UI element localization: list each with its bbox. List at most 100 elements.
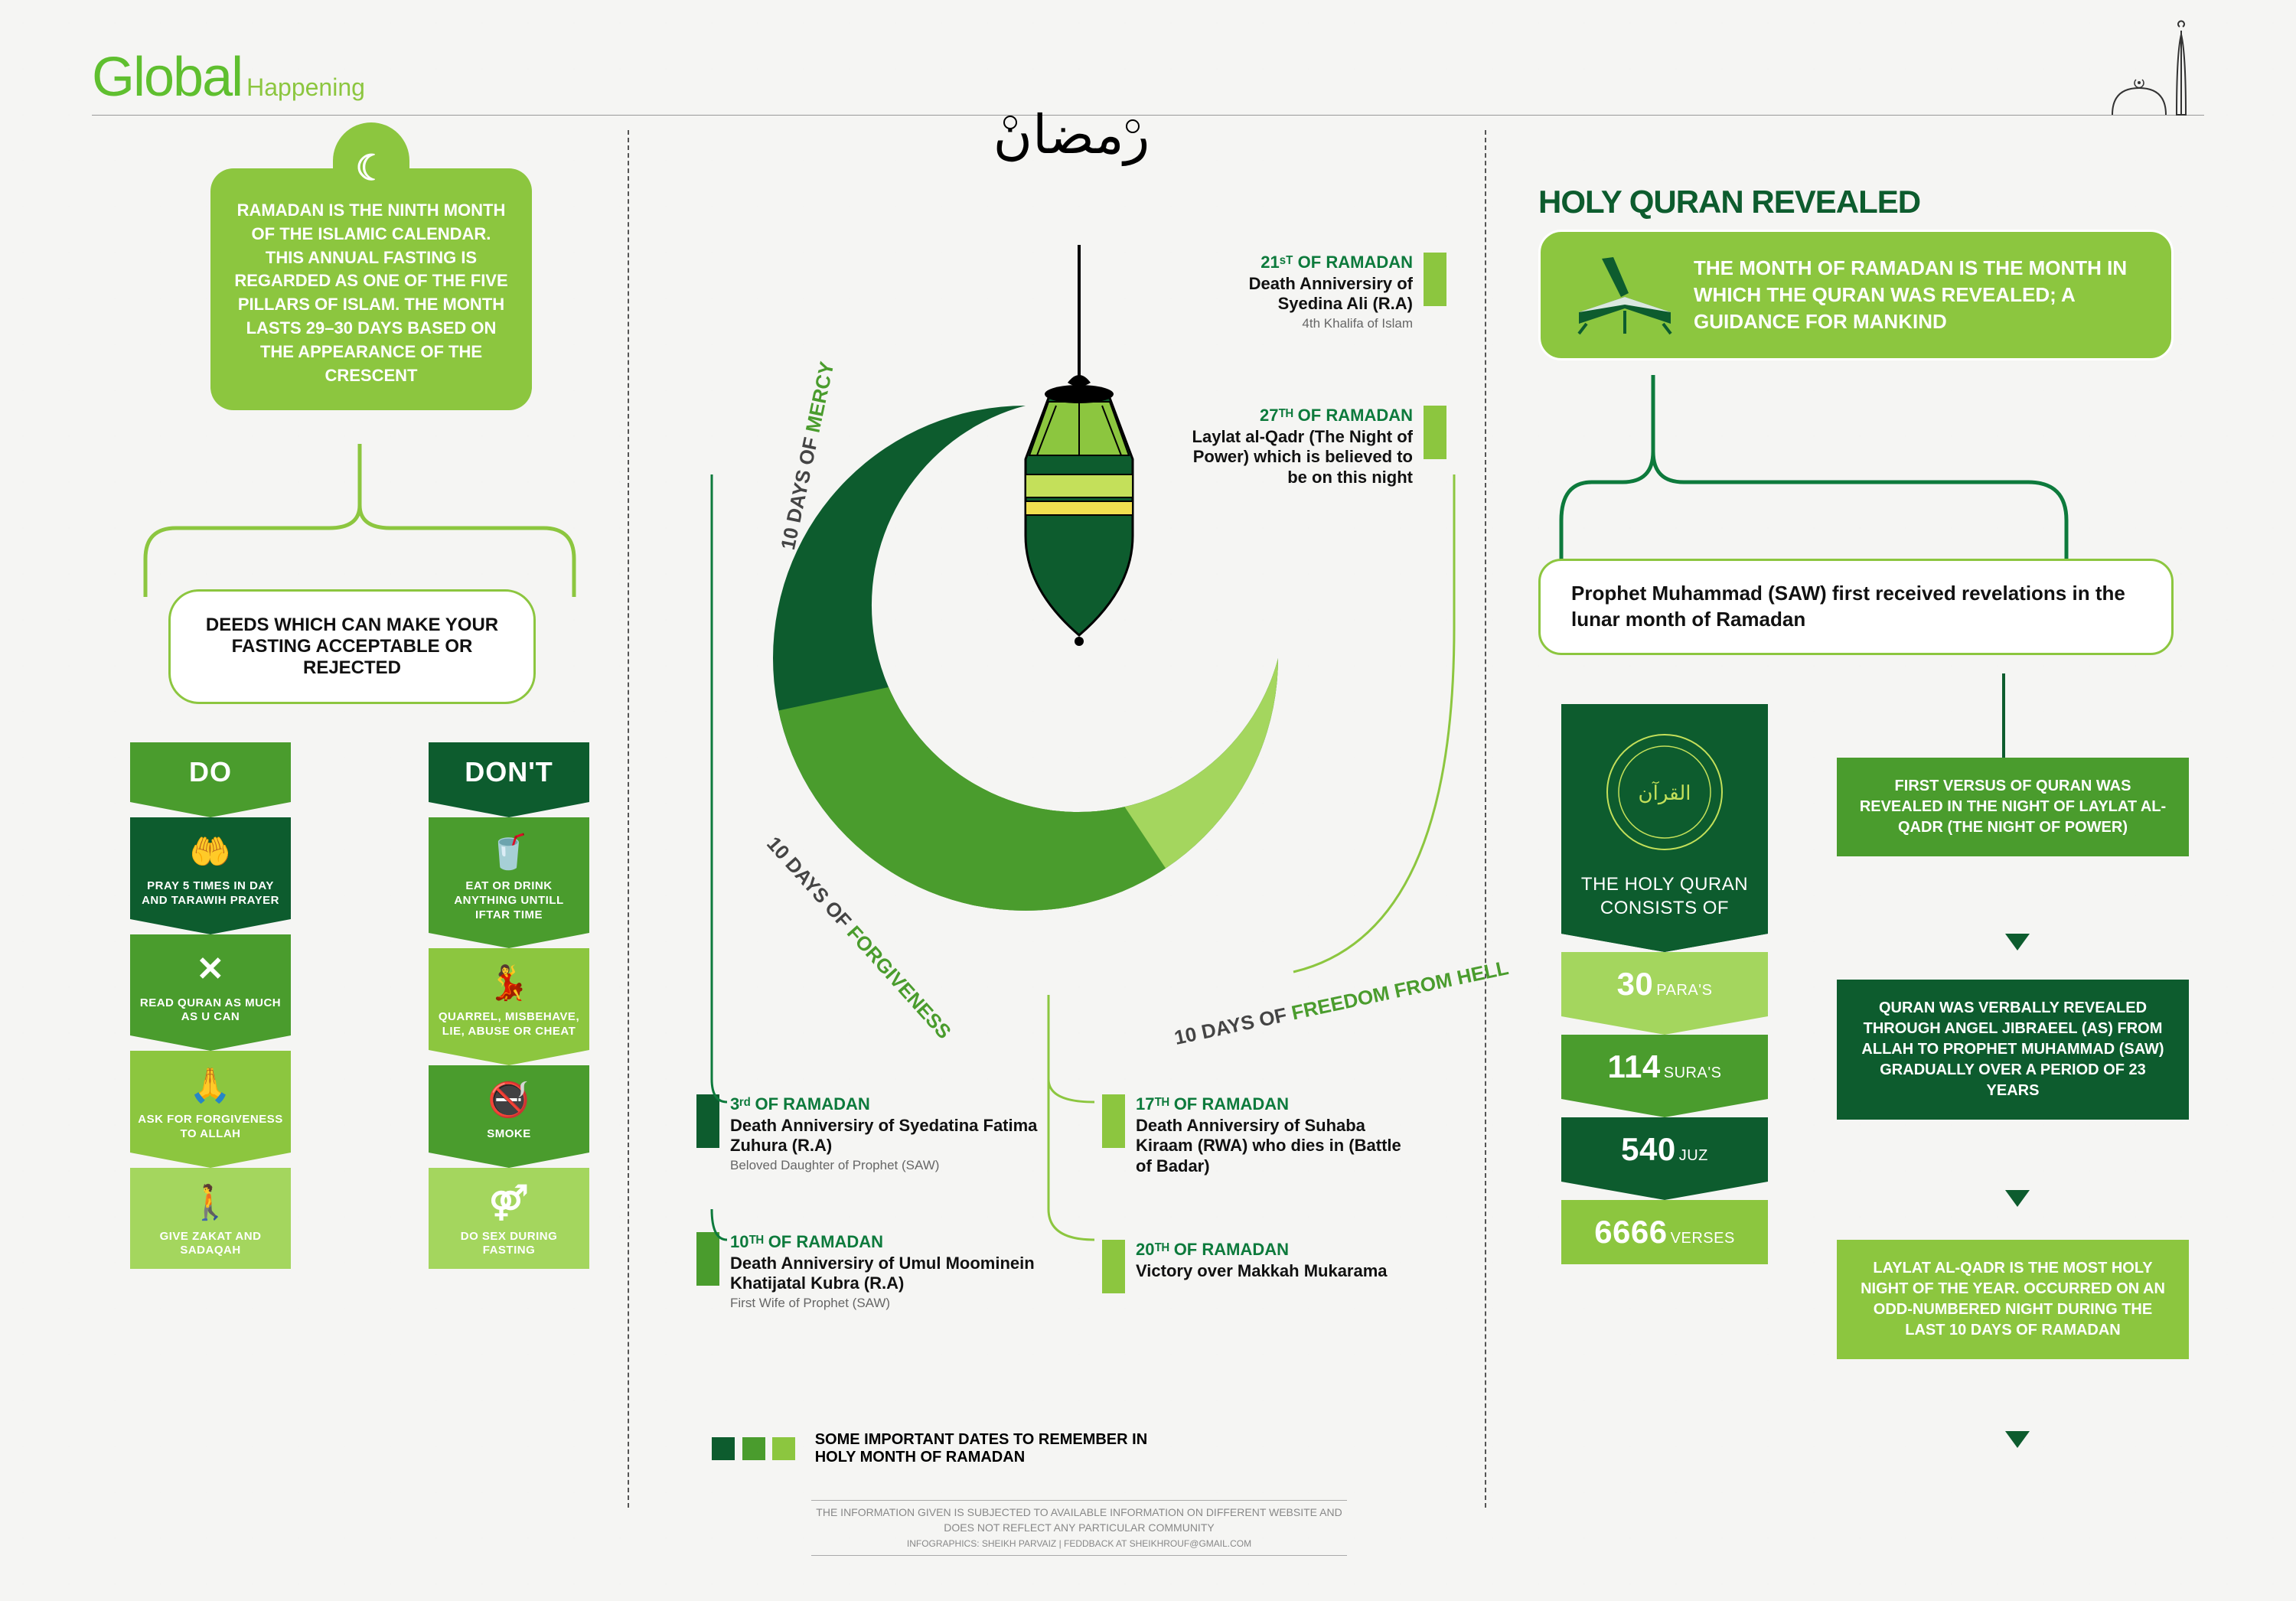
intro-connector <box>130 444 589 612</box>
deed-icon: ⚤ <box>436 1182 582 1224</box>
deed-icon: 🤲 <box>138 831 283 873</box>
date-head: 21ˢᵀ OF RAMADAN <box>1183 253 1413 272</box>
date-body: Victory over Makkah Mukarama <box>1136 1261 1419 1281</box>
intro-card: ☾ RAMADAN IS THE NINTH MONTH OF THE ISLA… <box>210 168 532 410</box>
arrow-down-icon <box>2005 934 2030 950</box>
right-card-text: THE MONTH OF RAMADAN IS THE MONTH IN WHI… <box>1694 256 2127 333</box>
date-sub: Beloved Daughter of Prophet (SAW) <box>730 1158 1052 1173</box>
crescent-icon: ☾ <box>355 143 386 192</box>
mosque-icon <box>2097 15 2204 122</box>
deed-text: SMOKE <box>487 1127 531 1140</box>
legend-swatch <box>742 1437 765 1460</box>
column-divider-2 <box>1485 130 1486 1508</box>
date-head: 10ᵀᴴ OF RAMADAN <box>730 1232 1052 1252</box>
quran-stats-bar: القرآن THE HOLY QURAN CONSISTS OF 30PARA… <box>1561 704 1768 1264</box>
deed-item: 🚶 GIVE ZAKAT AND SADAQAH <box>130 1168 291 1270</box>
ramadan-date-item: 20ᵀᴴ OF RAMADANVictory over Makkah Mukar… <box>1102 1240 1431 1293</box>
date-head: 20ᵀᴴ OF RAMADAN <box>1136 1240 1419 1260</box>
date-marker <box>696 1094 719 1148</box>
dont-header: DON'T <box>429 742 589 802</box>
stat-number: 540 <box>1621 1131 1676 1167</box>
arrow-down-icon <box>2005 1190 2030 1207</box>
date-sub: First Wife of Prophet (SAW) <box>730 1296 1052 1311</box>
ramadan-date-item: 10ᵀᴴ OF RAMADANDeath Anniversiry of Umul… <box>696 1232 1064 1311</box>
stat-unit: SURA'S <box>1664 1065 1722 1081</box>
deed-icon: 🥤 <box>436 831 582 873</box>
intro-text: RAMADAN IS THE NINTH MONTH OF THE ISLAMI… <box>234 201 507 385</box>
do-column: DO 🤲 PRAY 5 TIMES IN DAY AND TARAWIH PRAY… <box>130 742 291 1269</box>
deed-text: QUARREL, MISBEHAVE, LIE, ABUSE OR CHEAT <box>439 1010 579 1038</box>
quran-stat-segment: 540JUZ <box>1561 1117 1768 1182</box>
right-connector-1 <box>1538 375 2174 574</box>
deed-icon: ✕ <box>138 948 283 990</box>
deed-item: 💃 QUARREL, MISBEHAVE, LIE, ABUSE OR CHEAT <box>429 948 589 1050</box>
ramadan-date-item: 21ˢᵀ OF RAMADAN Death Anniversiry of Syed… <box>1171 253 1446 331</box>
stat-number: 114 <box>1608 1048 1661 1084</box>
date-marker <box>696 1232 719 1286</box>
ramadan-date-item: 3ʳᵈ OF RAMADANDeath Anniversiry of Syeda… <box>696 1094 1064 1173</box>
deed-item: ⚤ DO SEX DURING FASTING <box>429 1168 589 1270</box>
legend-text: SOME IMPORTANT DATES TO REMEMBER IN HOLY… <box>815 1431 1167 1466</box>
svg-text:رمضان: رمضان <box>993 106 1150 167</box>
stat-unit: JUZ <box>1679 1147 1708 1164</box>
do-header: DO <box>130 742 291 802</box>
stat-unit: VERSES <box>1671 1230 1735 1247</box>
svg-text:القرآن: القرآن <box>1639 781 1691 805</box>
date-marker <box>1102 1240 1125 1293</box>
date-sub: 4th Khalifa of Islam <box>1183 316 1413 331</box>
date-marker <box>1424 253 1446 306</box>
legend-swatch <box>712 1437 735 1460</box>
column-divider-1 <box>628 130 629 1508</box>
quran-stat-segment: 30PARA'S <box>1561 952 1768 1016</box>
arrow-down-icon <box>2005 1431 2030 1448</box>
quran-bar-head: القرآن THE HOLY QURAN CONSISTS OF <box>1561 704 1768 934</box>
legend-swatch <box>772 1437 795 1460</box>
header-sub: Happening <box>246 73 365 102</box>
deed-text: DO SEX DURING FASTING <box>461 1230 558 1257</box>
fact-box-3: LAYLAT AL-QADR IS THE MOST HOLY NIGHT OF… <box>1837 1240 2189 1359</box>
date-head: 3ʳᵈ OF RAMADAN <box>730 1094 1052 1114</box>
dont-column: DON'T 🥤 EAT OR DRINK ANYTHING UNTILL IFTA… <box>429 742 589 1269</box>
deed-text: GIVE ZAKAT AND SADAQAH <box>160 1230 262 1257</box>
date-body: Laylat al-Qadr (The Night of Power) whic… <box>1176 427 1413 487</box>
date-body: Death Anniversiry of Suhaba Kiraam (RWA)… <box>1136 1116 1419 1176</box>
right-intro-card: THE MONTH OF RAMADAN IS THE MONTH IN WHI… <box>1538 230 2174 360</box>
lantern-icon <box>995 245 1163 723</box>
deed-icon: 🚭 <box>436 1079 582 1121</box>
deed-text: EAT OR DRINK ANYTHING UNTILL IFTAR TIME <box>454 879 563 921</box>
deed-item: 🤲 PRAY 5 TIMES IN DAY AND TARAWIH PRAYER <box>130 817 291 919</box>
deed-item: 🙏 ASK FOR FORGIVENESS TO ALLAH <box>130 1051 291 1153</box>
arc-label-freedom: 10 DAYS OF FREEDOM FROM HELL <box>1172 956 1511 1050</box>
deed-icon: 🙏 <box>138 1065 283 1107</box>
deed-text: ASK FOR FORGIVENESS TO ALLAH <box>138 1113 283 1140</box>
deed-text: READ QURAN AS MUCH AS U CAN <box>140 996 281 1024</box>
date-body: Death Anniversiry of Syedatina Fatima Zu… <box>730 1116 1052 1156</box>
date-body: Death Anniversiry of Umul Moominein Khat… <box>730 1254 1052 1294</box>
dates-legend: SOME IMPORTANT DATES TO REMEMBER IN HOLY… <box>712 1431 1202 1466</box>
quran-stat-segment: 114SURA'S <box>1561 1035 1768 1099</box>
deed-icon: 🚶 <box>138 1182 283 1224</box>
quran-stat-segment: 6666VERSES <box>1561 1200 1768 1264</box>
deeds-heading: DEEDS WHICH CAN MAKE YOUR FASTING ACCEPT… <box>168 589 536 704</box>
deed-icon: 💃 <box>436 962 582 1004</box>
ornament-icon: القرآن <box>1600 727 1730 857</box>
deed-text: PRAY 5 TIMES IN DAY AND TARAWIH PRAYER <box>142 879 279 907</box>
stat-number: 30 <box>1617 966 1654 1002</box>
stat-number: 6666 <box>1594 1214 1667 1250</box>
fact-box-2: QURAN WAS VERBALLY REVEALED THROUGH ANGE… <box>1837 980 2189 1120</box>
disclaimer: THE INFORMATION GIVEN IS SUBJECTED TO AV… <box>811 1500 1347 1556</box>
stat-unit: PARA'S <box>1656 982 1712 999</box>
fact-box-1: FIRST VERSUS OF QURAN WAS REVEALED IN TH… <box>1837 758 2189 856</box>
date-marker <box>1102 1094 1125 1148</box>
arabic-calligraphy-icon: رمضان <box>918 92 1225 198</box>
date-head: 27ᵀᴴ OF RAMADAN <box>1176 406 1413 426</box>
right-title: HOLY QURAN REVEALED <box>1538 184 1920 220</box>
date-head: 17ᵀᴴ OF RAMADAN <box>1136 1094 1419 1114</box>
connector-line <box>2002 673 2005 758</box>
deed-item: ✕ READ QURAN AS MUCH AS U CAN <box>130 934 291 1036</box>
ramadan-date-item: 27ᵀᴴ OF RAMADANLaylat al-Qadr (The Night… <box>1163 406 1446 487</box>
ramadan-date-item: 17ᵀᴴ OF RAMADANDeath Anniversiry of Suha… <box>1102 1094 1431 1176</box>
deed-item: 🚭 SMOKE <box>429 1065 589 1153</box>
deed-item: 🥤 EAT OR DRINK ANYTHING UNTILL IFTAR TIME <box>429 817 589 933</box>
date-body: Death Anniversiry of Syedina Ali (R.A) <box>1183 274 1413 315</box>
